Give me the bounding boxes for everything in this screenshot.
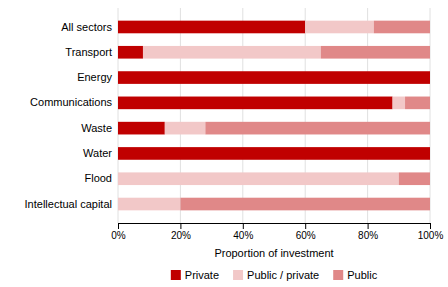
tick: 0% <box>111 223 126 241</box>
bar <box>118 46 143 59</box>
tick-mark <box>368 223 369 229</box>
tick: 60% <box>296 223 316 241</box>
legend-item: Private <box>171 269 219 281</box>
tick: Energy <box>77 71 112 83</box>
grid-line <box>180 8 181 223</box>
x-axis: 0% 20% 40% 60% 80% 100% <box>111 223 443 241</box>
legend-swatch <box>233 270 243 280</box>
tick-label: Water <box>83 147 112 159</box>
series <box>118 21 430 160</box>
tick-mark <box>180 223 181 229</box>
bar <box>143 46 321 59</box>
bars <box>118 21 430 211</box>
legend-label: Public <box>347 269 377 281</box>
legend-label: Public / private <box>247 269 319 281</box>
tick-label: Communications <box>30 96 112 108</box>
tick-label: Flood <box>84 172 112 184</box>
tick-mark <box>305 223 306 229</box>
tick-mark <box>243 223 244 229</box>
y-axis: All sectors Transport Energy Communications… <box>25 20 113 209</box>
legend-item: Public / private <box>233 269 319 281</box>
bar <box>118 147 430 160</box>
bar <box>393 97 405 110</box>
bar <box>399 172 430 185</box>
legend: Private Public / private Public <box>171 269 378 281</box>
grid-line <box>305 8 306 223</box>
legend-swatch <box>333 270 343 280</box>
bar <box>118 122 165 135</box>
tick-mark <box>430 223 431 229</box>
tick-label: 0% <box>111 230 126 241</box>
tick: Intellectual capital <box>25 198 112 210</box>
grid-line <box>242 8 243 223</box>
tick-label: 20% <box>171 230 191 241</box>
tick-label: 100% <box>418 230 444 241</box>
bar <box>430 147 431 160</box>
bar <box>305 21 374 34</box>
bar <box>118 71 430 84</box>
tick-label: 40% <box>233 230 253 241</box>
tick: 80% <box>358 223 378 241</box>
tick-label: Transport <box>65 46 112 58</box>
grid-line <box>430 8 431 223</box>
tick: Flood <box>84 172 112 184</box>
legend-item: Public <box>333 269 377 281</box>
bar <box>374 21 430 34</box>
grid-line <box>118 8 119 223</box>
grid <box>118 8 430 223</box>
tick: Water <box>83 147 112 159</box>
x-axis-title: Proportion of investment <box>214 247 333 259</box>
tick-label: Intellectual capital <box>25 198 112 210</box>
tick: 100% <box>418 223 444 241</box>
bar <box>205 122 430 135</box>
tick: 20% <box>171 223 191 241</box>
tick-label: Waste <box>81 122 112 134</box>
bar <box>430 71 431 84</box>
legend-label: Private <box>185 269 219 281</box>
bar <box>180 198 430 211</box>
tick-label: 60% <box>296 230 316 241</box>
bar <box>430 147 431 160</box>
tick-mark <box>118 223 119 229</box>
bar <box>321 46 430 59</box>
bar <box>118 172 399 185</box>
series <box>180 21 430 211</box>
bar <box>430 71 431 84</box>
axis-line <box>119 224 431 230</box>
grid-line <box>367 8 368 223</box>
tick-label: All sectors <box>61 20 112 32</box>
tick: Transport <box>65 46 112 58</box>
plot: 0% 20% 40% 60% 80% 100% All sectors Transport En… <box>25 8 444 241</box>
tick: Waste <box>81 122 112 134</box>
bar <box>165 122 206 135</box>
tick-label: Energy <box>77 71 112 83</box>
tick-label: 80% <box>358 230 378 241</box>
tick: All sectors <box>61 20 112 32</box>
tick: 40% <box>233 223 253 241</box>
chart: 0% 20% 40% 60% 80% 100% All sectors Transport En… <box>0 0 448 287</box>
tick: Communications <box>30 96 112 108</box>
bar <box>405 97 430 110</box>
bar <box>118 21 305 34</box>
bar <box>118 97 393 110</box>
bar <box>118 198 180 211</box>
legend-swatch <box>171 270 181 280</box>
